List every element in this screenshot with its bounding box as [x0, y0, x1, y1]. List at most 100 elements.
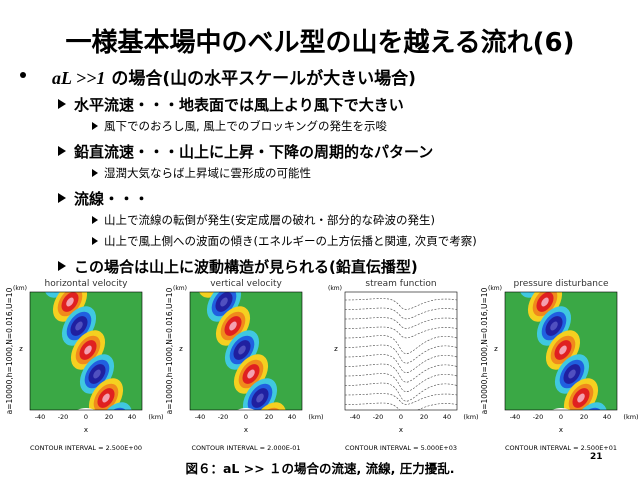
mountain [505, 408, 570, 410]
contour-band [93, 369, 101, 379]
item-heading: この場合は山上に波動構造が見られる(鉛直伝播型) [74, 258, 418, 276]
contour-band [84, 345, 92, 355]
arrow-bullet [58, 99, 66, 109]
sub-item: 山上で流線の転倒が発生(安定成層の破れ・部分的な砕波の発生) [104, 213, 435, 227]
x-tick-label: -20 [533, 413, 544, 421]
contour-band [247, 369, 255, 379]
x-label: x [559, 426, 563, 434]
bullet [20, 72, 26, 78]
x-tick-label: 0 [244, 413, 248, 421]
streamline [345, 402, 457, 410]
streamline [345, 298, 457, 310]
x-tick-label: 0 [399, 413, 403, 421]
streamline [345, 373, 457, 392]
x-unit: (km) [308, 413, 323, 421]
z-unit: (km) [13, 285, 27, 292]
plot [505, 292, 617, 410]
arrow-bullet [58, 261, 66, 271]
x-unit: (km) [463, 413, 478, 421]
streamline [345, 363, 457, 383]
x-tick-label: 40 [288, 413, 296, 421]
contour-band [229, 321, 237, 331]
z-label: z [19, 345, 23, 353]
z-unit: (km) [328, 285, 342, 292]
panel-title: horizontal velocity [45, 279, 129, 289]
streamline [345, 344, 457, 364]
x-tick-label: -20 [218, 413, 229, 421]
contour-band [541, 297, 549, 307]
contour-band [238, 345, 246, 355]
item-heading: 流線・・・ [74, 190, 150, 208]
x-unit: (km) [623, 413, 638, 421]
plot-bg [345, 292, 457, 410]
contour-band [559, 345, 567, 355]
arrow-bullet [92, 169, 98, 177]
item-heading: 鉛直流速・・・山上に上昇・下降の周期的なパターン [74, 143, 434, 161]
z-label: z [179, 345, 183, 353]
contour-band [256, 393, 264, 403]
streamline [345, 307, 457, 320]
z-unit: (km) [173, 285, 187, 292]
page-number: 21 [590, 452, 603, 462]
x-tick-label: 0 [559, 413, 563, 421]
panel-title: pressure disturbance [514, 279, 609, 289]
sub-item: 山上で風上側への波面の傾き(エネルギーの上方伝播と関連, 次頁で考察) [104, 234, 477, 248]
z-unit: (km) [488, 285, 502, 292]
z-label: z [494, 345, 498, 353]
arrow-bullet [58, 193, 66, 203]
x-tick-label: 40 [128, 413, 136, 421]
streamline [345, 326, 457, 339]
contour-band [550, 321, 558, 331]
z-label: z [334, 345, 338, 353]
x-tick-label: 20 [420, 413, 428, 421]
x-tick-label: -20 [373, 413, 384, 421]
x-tick-label: -40 [350, 413, 361, 421]
plot [345, 292, 457, 410]
contour-interval: CONTOUR INTERVAL = 5.000E+03 [345, 444, 457, 452]
contour-band [102, 393, 110, 403]
contour-band [66, 297, 74, 307]
contour-interval: CONTOUR INTERVAL = 2.000E-01 [192, 444, 301, 452]
contour-band [568, 369, 576, 379]
params-label: a=10000,h=1000,N=0.016,U=10 [480, 287, 489, 414]
plot-frame [504, 291, 618, 411]
x-tick-label: -40 [510, 413, 521, 421]
item-heading: 水平流速・・・地表面では風上より風下で大きい [74, 96, 404, 114]
x-label: x [399, 426, 403, 434]
x-tick-label: 40 [603, 413, 611, 421]
panel: vertical velocity a=10000,h=1000,N=0.016,… [165, 279, 324, 452]
panel: horizontal velocity a=10000,h=1000,N=0.01… [5, 279, 164, 452]
figure: horizontal velocity a=10000,h=1000,N=0.01… [5, 279, 639, 452]
streamline [345, 393, 457, 405]
slide-title: 一様基本場中のベル型の山を越える流れ(6) [65, 28, 575, 58]
x-tick-label: -40 [35, 413, 46, 421]
contour-band [75, 321, 83, 331]
x-unit: (km) [148, 413, 163, 421]
x-tick-label: -20 [58, 413, 69, 421]
plot-frame [344, 291, 458, 411]
contour-band [577, 393, 585, 403]
x-tick-label: 20 [580, 413, 588, 421]
x-tick-label: 0 [84, 413, 88, 421]
plot-frame [189, 291, 303, 411]
arrow-bullet [92, 216, 98, 224]
caption: 図６：aL >> １の場合の流速, 流線, 圧力擾乱. [185, 461, 455, 476]
contour-interval: CONTOUR INTERVAL = 2.500E+00 [30, 444, 142, 452]
streamline [345, 335, 457, 354]
x-tick-label: 20 [265, 413, 273, 421]
plot [30, 292, 142, 410]
panel: pressure disturbance a=10000,h=1000,N=0.0… [480, 279, 639, 452]
sub-item: 風下でのおろし風, 風上でのブロッキングの発生を示唆 [104, 119, 387, 133]
x-tick-label: 40 [443, 413, 451, 421]
x-label: x [84, 426, 88, 434]
streamline [345, 317, 457, 329]
mountain [30, 408, 95, 410]
panel: stream function z (km) -40 -20 0 20 40 (km) x CONT… [328, 279, 479, 452]
x-label: x [244, 426, 248, 434]
params-label: a=10000,h=1000,N=0.016,U=10 [5, 287, 14, 414]
bullet-text: の場合(山の水平スケールが大きい場合) [111, 69, 416, 89]
streamline [345, 354, 457, 373]
math: aL >>1 [52, 68, 106, 88]
arrow-bullet [92, 122, 98, 130]
